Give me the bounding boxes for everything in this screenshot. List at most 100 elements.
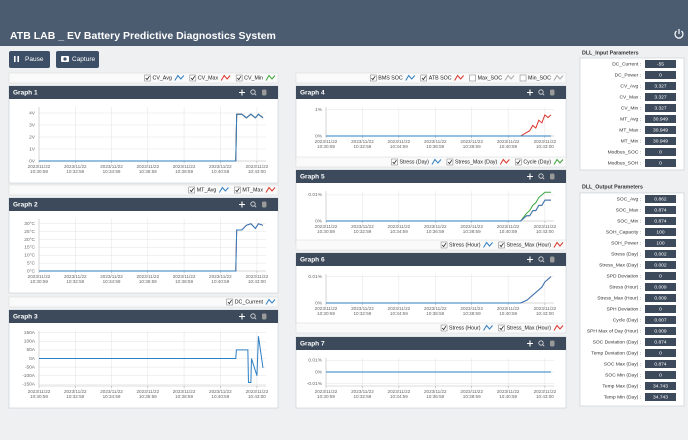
legend-label: Stress_Max (Day) — [455, 159, 498, 165]
graph-title-bar — [9, 310, 278, 323]
legend-checkbox[interactable] — [226, 298, 233, 306]
graph-title: Graph 6 — [300, 257, 325, 264]
power-icon[interactable] — [674, 29, 684, 39]
legend-bar — [295, 72, 567, 84]
pan-icon[interactable] — [550, 89, 555, 96]
capture-button[interactable] — [56, 51, 99, 68]
legend-checkbox[interactable] — [498, 241, 505, 249]
legend-checkbox[interactable] — [469, 74, 476, 82]
x-tick-label: 2023/11/22 10:36:59 — [136, 389, 160, 400]
parameter-value: 0 — [659, 160, 662, 166]
graph-title-bar — [9, 86, 278, 99]
x-tick-label-box: 2023/11/22 10:43:00 — [246, 164, 269, 174]
zoom-icon-handle — [254, 93, 257, 96]
zoom-icon[interactable] — [250, 313, 256, 319]
y-tick-label: 30°C — [24, 221, 35, 227]
parameter-value-box — [645, 104, 676, 112]
x-tick-label: 2023/11/22 10:32:59 — [351, 224, 374, 235]
zoom-in-icon[interactable] — [527, 340, 533, 347]
legend-checkbox[interactable] — [189, 74, 197, 82]
legend-checkbox[interactable] — [515, 158, 522, 166]
legend-checkbox[interactable] — [235, 74, 243, 82]
zoom-in-icon[interactable] — [239, 313, 245, 320]
legend-checkbox[interactable] — [420, 74, 427, 82]
legend-bar — [295, 239, 567, 251]
legend-checkbox[interactable] — [498, 324, 505, 332]
zoom-in-icon[interactable] — [527, 173, 533, 180]
x-tick-label: 2023/11/22 10:38:59 — [460, 224, 484, 235]
parameter-label: Stress_Max (Day) : — [599, 262, 641, 268]
parameter-value-box — [645, 272, 676, 280]
pause-button[interactable] — [9, 51, 50, 68]
pan-icon[interactable] — [262, 313, 267, 320]
checkmark — [421, 75, 426, 81]
y-tick-label: 3V — [29, 122, 36, 128]
pan-icon[interactable] — [262, 89, 267, 96]
y-tick-label: 0% — [315, 300, 323, 306]
parameter-value: 30.949 — [653, 116, 668, 122]
x-tick-label-box: 2023/11/22 10:32:59 — [63, 164, 87, 175]
checkmark — [499, 325, 504, 331]
legend-checkbox[interactable] — [446, 158, 454, 166]
zoom-icon[interactable] — [538, 340, 544, 346]
parameter-value-box — [645, 261, 676, 269]
legend-checkbox[interactable] — [144, 74, 151, 82]
x-tick-label-box: 2023/11/22 10:43:00 — [246, 274, 269, 284]
legend-icon — [265, 186, 276, 193]
pan-icon[interactable] — [550, 256, 555, 263]
legend-checkbox[interactable] — [234, 186, 241, 194]
zoom-icon[interactable] — [538, 256, 544, 262]
parameter-value-box — [645, 250, 676, 258]
parameter-value-box — [645, 239, 676, 247]
legend-checkbox[interactable] — [370, 74, 377, 82]
button-label: Pause — [25, 56, 44, 63]
zoom-in-icon[interactable] — [239, 89, 245, 96]
legend-checkbox[interactable] — [519, 74, 527, 82]
y-tick-label: -100A — [22, 373, 36, 379]
zoom-in-icon[interactable] — [527, 256, 533, 263]
y-tick-label: 0V — [29, 158, 36, 164]
zoom-icon[interactable] — [250, 89, 256, 95]
y-tick-label: -50A — [25, 364, 36, 370]
parameter-value-box — [645, 283, 676, 291]
y-tick-label: 1% — [315, 107, 323, 113]
parameter-value: 0 — [659, 350, 662, 356]
zoom-icon[interactable] — [250, 201, 256, 207]
x-tick-label: 2023/11/22 10:43:00 — [533, 139, 557, 150]
x-tick-label: 2023/11/22 10:43:00 — [533, 389, 557, 400]
y-tick-label: 0.01% — [308, 274, 322, 280]
y-tick-label: 15°C — [24, 245, 35, 251]
pan-icon[interactable] — [262, 201, 267, 208]
series-line — [326, 276, 552, 304]
pan-icon[interactable] — [550, 173, 555, 180]
parameter-label: CV_Avg : — [620, 83, 641, 89]
parameter-label: Stress (Day) : — [611, 251, 641, 257]
parameter-value: 0.009 — [654, 328, 667, 334]
x-tick-label-box: 2023/11/22 10:38:59 — [173, 164, 196, 174]
legend-icon — [405, 74, 416, 81]
legend-icon — [553, 74, 564, 81]
x-tick-label: 2023/11/22 10:36:59 — [136, 274, 160, 285]
x-tick-label: 2023/11/22 10:36:59 — [423, 389, 447, 400]
parameter-value: 0.002 — [654, 251, 667, 257]
legend-checkbox[interactable] — [188, 186, 195, 194]
legend-checkbox[interactable] — [440, 324, 448, 332]
zoom-icon[interactable] — [538, 89, 544, 95]
series-line — [326, 191, 551, 222]
x-tick-label: 2023/11/22 10:34:59 — [100, 389, 123, 400]
legend-checkbox[interactable] — [440, 241, 448, 249]
series-line — [326, 199, 551, 222]
legend-checkbox[interactable] — [391, 158, 398, 166]
zoom-icon[interactable] — [538, 173, 544, 179]
zoom-in-icon[interactable] — [239, 201, 245, 208]
zoom-in-icon[interactable] — [527, 89, 533, 96]
pan-icon[interactable] — [550, 340, 555, 347]
x-tick-label-box: 2023/11/22 10:38:59 — [460, 389, 483, 399]
legend-label: Stress (Day) — [400, 159, 430, 165]
legend-icon — [431, 158, 442, 165]
x-tick-label-box: 2023/11/22 10:40:59 — [497, 139, 520, 149]
parameter-label: SPH Deviation : — [606, 306, 641, 312]
x-tick-label: 2023/11/22 10:32:59 — [63, 164, 87, 175]
x-tick-label: 2023/11/22 10:38:59 — [172, 274, 196, 285]
parameter-label: SOC Deviation (Day) : — [593, 339, 641, 345]
